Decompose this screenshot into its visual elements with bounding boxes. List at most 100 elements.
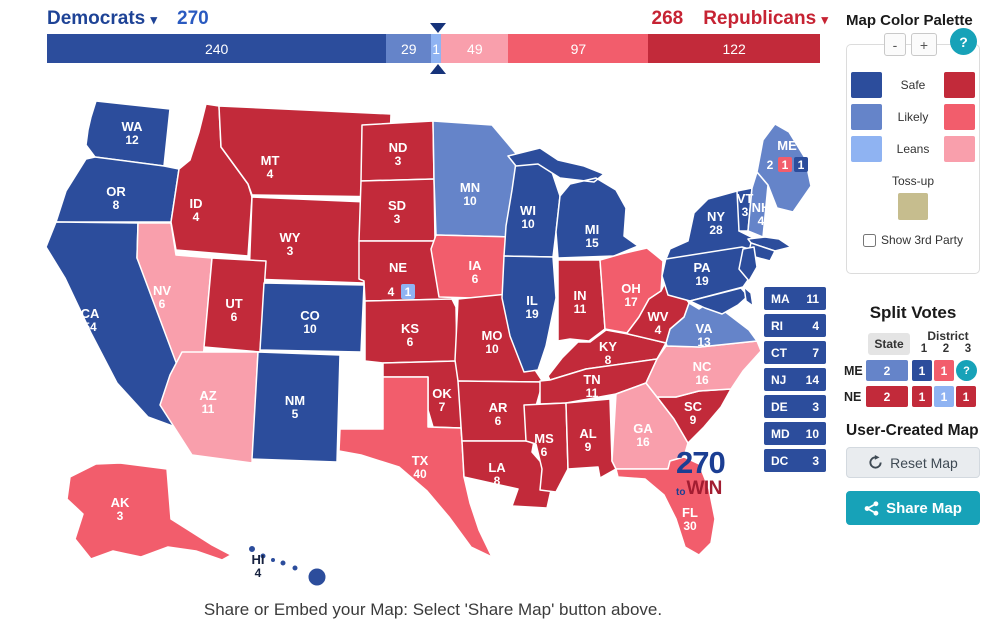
palette-help-icon[interactable]: ? bbox=[950, 28, 977, 55]
electoral-vote-bar: 240 29 1 49 97 122 bbox=[47, 23, 820, 74]
split-district-cell-NE-2[interactable]: 1 bbox=[934, 386, 954, 407]
user-created-map-title: User-Created Map bbox=[846, 422, 979, 439]
state-box-ev: 7 bbox=[812, 345, 819, 360]
swatch-likely-d[interactable] bbox=[851, 104, 882, 130]
state-box-DE[interactable]: DE 3 bbox=[764, 395, 826, 418]
state-shape-MN[interactable] bbox=[432, 120, 520, 238]
state-shape-MD[interactable] bbox=[689, 287, 749, 315]
district-num-2: 2 bbox=[942, 343, 950, 355]
reset-map-label: Reset Map bbox=[890, 454, 958, 471]
state-shape-AZ[interactable] bbox=[159, 351, 259, 464]
state-shape-MT[interactable] bbox=[218, 105, 392, 198]
ev-bar-segment-leans-r: 49 bbox=[441, 34, 509, 63]
swatch-leans-d[interactable] bbox=[851, 136, 882, 162]
state-shape-DE[interactable] bbox=[743, 286, 754, 307]
state-shape-CO[interactable] bbox=[259, 282, 365, 353]
ev-bar-segment-safe-d: 240 bbox=[47, 34, 387, 63]
ev-bar-segment-leans-d: 1 bbox=[431, 34, 442, 63]
ev-bar-segment-likely-r: 97 bbox=[508, 34, 649, 63]
split-row-label: NE bbox=[844, 389, 862, 404]
header-left: Democrats ▾ 270 bbox=[47, 8, 209, 30]
state-shape-WY[interactable] bbox=[248, 196, 368, 284]
split-help-icon[interactable]: ? bbox=[956, 360, 977, 381]
split-state-cell-ME[interactable]: 2 bbox=[866, 360, 908, 381]
split-votes-title: Split Votes bbox=[869, 303, 957, 322]
state-shape-IN[interactable] bbox=[557, 259, 606, 342]
ev-bar-segment-likely-d: 29 bbox=[386, 34, 432, 63]
state-box-abbr: DC bbox=[771, 453, 789, 468]
share-map-button[interactable]: Share Map bbox=[846, 491, 980, 525]
palette-minus-button[interactable]: - bbox=[884, 33, 906, 56]
split-state-cell-NE[interactable]: 2 bbox=[866, 386, 908, 407]
state-shape-SD[interactable] bbox=[358, 178, 436, 242]
state-box-ev: 10 bbox=[805, 426, 819, 441]
marker-triangle-down bbox=[430, 23, 447, 33]
state-box-MA[interactable]: MA 11 bbox=[764, 287, 826, 310]
state-box-NJ[interactable]: NJ 14 bbox=[764, 368, 826, 391]
share-icon bbox=[864, 500, 879, 516]
footer-caption: Share or Embed your Map: Select 'Share M… bbox=[203, 600, 663, 619]
state-shape-NC[interactable] bbox=[645, 340, 762, 398]
state-shape-IL[interactable] bbox=[501, 255, 557, 373]
tossup-swatch[interactable] bbox=[898, 193, 928, 220]
state-shape-HI[interactable] bbox=[270, 557, 276, 563]
state-box-abbr: NJ bbox=[771, 372, 787, 387]
state-shape-ND[interactable] bbox=[360, 120, 435, 182]
republicans-dropdown[interactable]: Republicans ▾ bbox=[703, 8, 828, 30]
swatch-likely-r[interactable] bbox=[944, 104, 975, 130]
chevron-down-icon: ▾ bbox=[150, 12, 158, 27]
state-shape-NM[interactable] bbox=[251, 351, 341, 463]
state-box-MD[interactable]: MD 10 bbox=[764, 422, 826, 445]
state-shape-OR[interactable] bbox=[55, 156, 180, 223]
split-votes-table: State District 1 2 3 ME 2 1 1? NE 2 1 1 1 bbox=[844, 329, 982, 407]
marker-triangle-up bbox=[430, 64, 447, 74]
state-box-ev: 11 bbox=[806, 291, 819, 306]
state-shape-HI[interactable] bbox=[259, 552, 267, 560]
split-district-cell-ME-2[interactable]: 1 bbox=[934, 360, 954, 381]
small-state-list: MA 11 RI 4 CT 7 NJ 14 DE 3 MD 10 DC 3 bbox=[764, 287, 826, 476]
state-box-abbr: MA bbox=[771, 291, 790, 306]
state-shape-MI[interactable] bbox=[507, 147, 639, 259]
palette-plus-button[interactable]: + bbox=[911, 33, 937, 56]
state-shape-AL[interactable] bbox=[565, 398, 617, 479]
state-shape-NH[interactable] bbox=[747, 171, 769, 238]
state-shape-LA[interactable] bbox=[461, 440, 552, 509]
state-shape-HI[interactable] bbox=[291, 564, 299, 572]
state-shape-HI[interactable] bbox=[307, 567, 327, 587]
split-district-cell-ME-1[interactable]: 1 bbox=[912, 360, 932, 381]
split-district-cell-NE-3[interactable]: 1 bbox=[956, 386, 976, 407]
logo-to: to bbox=[676, 487, 686, 498]
split-district-cell-NE-1[interactable]: 1 bbox=[912, 386, 932, 407]
split-row-label: ME bbox=[844, 363, 863, 378]
state-box-CT[interactable]: CT 7 bbox=[764, 341, 826, 364]
state-shape-UT[interactable] bbox=[203, 257, 267, 353]
swatch-safe-r[interactable] bbox=[944, 72, 975, 98]
democrats-ev-total: 270 bbox=[177, 8, 209, 29]
legend-row-likely: Likely bbox=[851, 104, 975, 130]
state-shape-KS[interactable] bbox=[364, 298, 458, 364]
state-shape-HI[interactable] bbox=[279, 559, 287, 567]
logo-270: 270 bbox=[676, 445, 726, 480]
legend-label: Leans bbox=[896, 142, 930, 156]
state-box-RI[interactable]: RI 4 bbox=[764, 314, 826, 337]
state-shape-TX[interactable] bbox=[338, 376, 493, 558]
reset-map-button[interactable]: Reset Map bbox=[846, 447, 980, 478]
swatch-safe-d[interactable] bbox=[851, 72, 882, 98]
republicans-ev-total: 268 bbox=[651, 8, 684, 29]
show-3rd-party-label: Show 3rd Party bbox=[880, 233, 964, 247]
state-shape-NJ[interactable] bbox=[738, 246, 758, 282]
democrats-dropdown[interactable]: Democrats ▾ bbox=[47, 8, 157, 30]
state-shape-HI[interactable] bbox=[248, 545, 256, 553]
state-box-DC[interactable]: DC 3 bbox=[764, 449, 826, 472]
state-ev-HI: 4 bbox=[255, 566, 262, 580]
state-shape-FL[interactable] bbox=[615, 456, 716, 556]
state-shape-WA[interactable] bbox=[85, 100, 171, 167]
state-box-abbr: RI bbox=[771, 318, 783, 333]
270towin-logo: 270 to WIN bbox=[676, 445, 726, 498]
state-box-ev: 4 bbox=[812, 318, 819, 333]
palette-title: Map Color Palette bbox=[846, 12, 973, 29]
state-shape-AK[interactable] bbox=[66, 462, 232, 561]
show-3rd-party-checkbox[interactable] bbox=[862, 233, 876, 247]
swatch-leans-r[interactable] bbox=[944, 136, 975, 162]
share-map-label: Share Map bbox=[886, 499, 962, 517]
